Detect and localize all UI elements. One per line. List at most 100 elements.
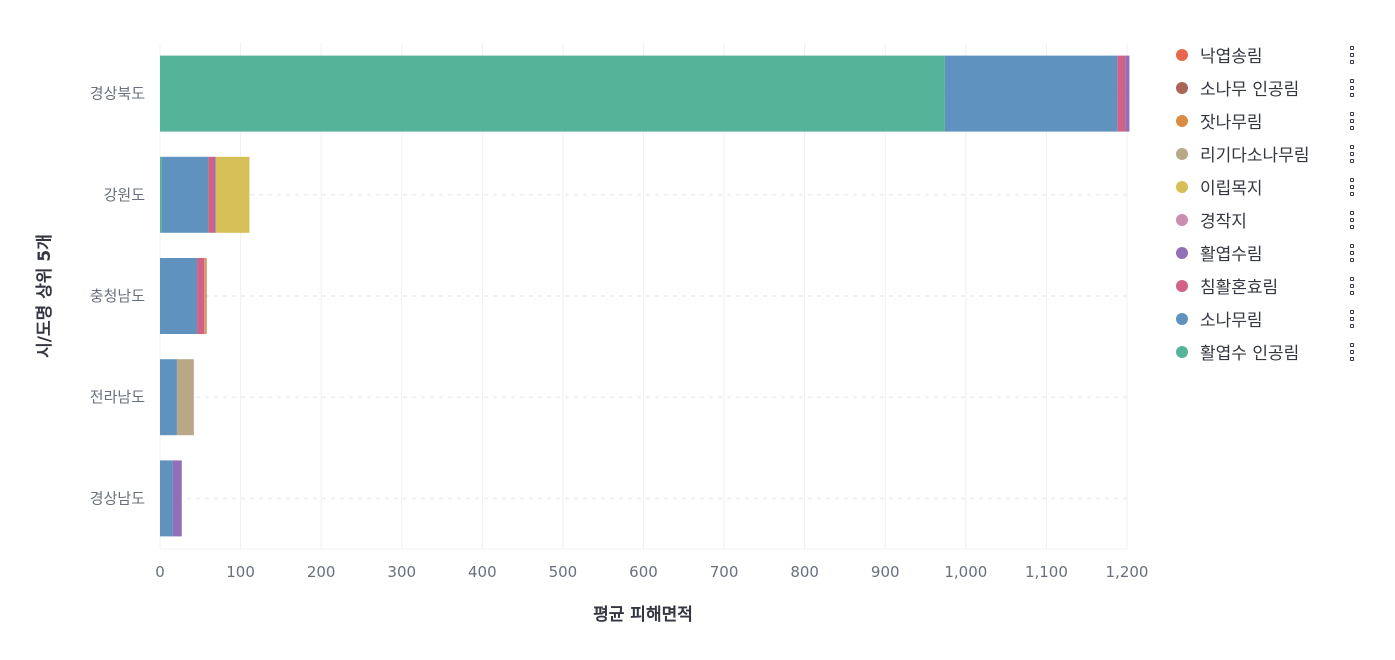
legend-item[interactable]: 소나무림 [1170,302,1370,335]
legend-label: 이립목지 [1200,179,1263,199]
x-tick-label: 0 [155,563,165,581]
x-tick-label: 200 [307,563,336,581]
ellipsis-dot [1350,192,1354,196]
x-tick-label: 800 [790,563,819,581]
legend-item[interactable]: 이립목지 [1170,170,1370,203]
ellipsis-dot [1350,126,1354,130]
legend-item[interactable]: 낙엽송림 [1170,38,1370,71]
bar-segment[interactable] [160,258,198,334]
stacked-bar-chart: 0 100 200 300 400 500 600 700 800 900 1,000 1,100 1,… [35,43,1149,625]
y-tick-label: 충청남도 [90,287,145,305]
ellipsis-dot [1350,350,1354,354]
vertical-ellipsis-icon[interactable] [1348,244,1356,262]
bar-segment[interactable] [160,460,173,537]
x-tick-label: 1,200 [1106,563,1149,581]
bar-segment[interactable] [215,156,250,233]
ellipsis-dot [1350,119,1354,123]
ellipsis-dot [1350,284,1354,288]
bar-segment[interactable] [160,55,945,132]
legend-color-dot [1176,312,1188,325]
bar-segment[interactable] [160,156,162,233]
legend-label: 활엽수 인공림 [1200,344,1300,364]
legend-label: 리기다소나무림 [1200,146,1310,166]
legend-item[interactable]: 잣나무림 [1170,104,1370,137]
x-axis-title: 평균 피해면적 [593,605,693,625]
ellipsis-dot [1350,86,1354,90]
ellipsis-dot [1350,310,1354,314]
x-tick-label: 500 [549,563,578,581]
x-tick-label: 100 [226,563,255,581]
legend-color-dot [1176,180,1188,193]
legend-item[interactable]: 활엽수림 [1170,236,1370,269]
bar-segment[interactable] [205,258,207,334]
vertical-ellipsis-icon[interactable] [1348,178,1356,196]
x-tick-label: 900 [871,563,900,581]
bar-segment[interactable] [1125,55,1130,132]
legend-label: 낙엽송림 [1200,47,1263,67]
x-tick-label: 700 [710,563,739,581]
legend-color-dot [1176,246,1188,259]
legend-label: 경작지 [1200,212,1247,232]
legend-color-dot [1176,81,1188,94]
ellipsis-dot [1350,152,1354,156]
ellipsis-dot [1350,277,1354,281]
legend-color-dot [1176,147,1188,160]
ellipsis-dot [1350,46,1354,50]
vertical-ellipsis-icon[interactable] [1348,145,1356,163]
legend-label: 침활혼효림 [1200,278,1279,298]
legend-color-dot [1176,279,1188,292]
ellipsis-dot [1350,93,1354,97]
x-tick-label: 400 [468,563,497,581]
legend-label: 소나무림 [1200,311,1263,331]
bar-segment[interactable] [176,359,194,436]
legend-label: 잣나무림 [1200,113,1263,133]
legend-label: 활엽수림 [1200,245,1263,265]
legend-item[interactable]: 침활혼효림 [1170,269,1370,302]
legend-item[interactable]: 활엽수 인공림 [1170,335,1370,368]
ellipsis-dot [1350,291,1354,295]
legend-color-dot [1176,345,1188,358]
y-tick-label: 경상북도 [90,85,145,103]
y-tick-label: 강원도 [104,186,146,204]
vertical-ellipsis-icon[interactable] [1348,46,1356,64]
y-axis-title: 시/도명 상위 5개 [35,234,55,358]
vertical-ellipsis-icon[interactable] [1348,277,1356,295]
bar-segment[interactable] [204,258,206,334]
ellipsis-dot [1350,251,1354,255]
ellipsis-dot [1350,79,1354,83]
bar-segment[interactable] [160,359,177,436]
legend-item[interactable]: 경작지 [1170,203,1370,236]
vertical-ellipsis-icon[interactable] [1348,112,1356,130]
bar-segment[interactable] [208,156,214,233]
vertical-ellipsis-icon[interactable] [1348,211,1356,229]
bar-segment[interactable] [172,460,182,537]
ellipsis-dot [1350,225,1354,229]
ellipsis-dot [1350,159,1354,163]
bar-segment[interactable] [197,258,205,334]
ellipsis-dot [1350,178,1354,182]
x-tick-label: 1,000 [944,563,987,581]
ellipsis-dot [1350,258,1354,262]
x-tick-label: 1,100 [1025,563,1068,581]
bar-segment[interactable] [944,55,1118,132]
ellipsis-dot [1350,244,1354,248]
legend-item[interactable]: 리기다소나무림 [1170,137,1370,170]
vertical-ellipsis-icon[interactable] [1348,343,1356,361]
legend-color-dot [1176,213,1188,226]
ellipsis-dot [1350,218,1354,222]
vertical-ellipsis-icon[interactable] [1348,310,1356,328]
legend-label: 소나무 인공림 [1200,80,1300,100]
bar-segment[interactable] [161,156,209,233]
legend-color-dot [1176,48,1188,61]
vertical-ellipsis-icon[interactable] [1348,79,1356,97]
ellipsis-dot [1350,343,1354,347]
y-tick-label: 전라남도 [90,388,145,406]
legend-item[interactable]: 소나무 인공림 [1170,71,1370,104]
bar-segment[interactable] [213,156,216,233]
ellipsis-dot [1350,53,1354,57]
ellipsis-dot [1350,145,1354,149]
bar-segment[interactable] [1117,55,1126,132]
y-tick-label: 경상남도 [90,489,145,507]
